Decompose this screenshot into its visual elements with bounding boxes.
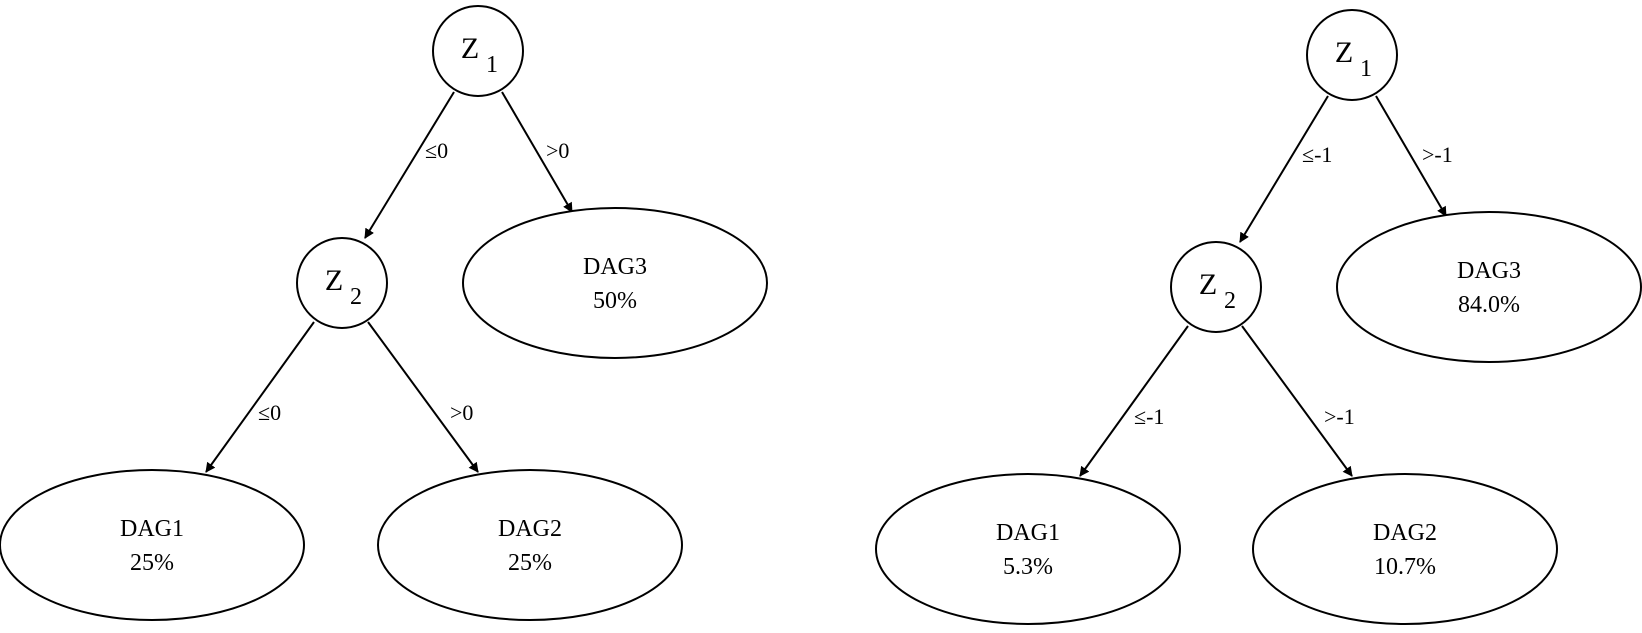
leaf-dag2: DAG2 25%: [377, 469, 683, 621]
edge-label: ≤0: [258, 400, 281, 425]
svg-text:Z: Z: [325, 264, 343, 297]
svg-text:5.3%: 5.3%: [1003, 554, 1053, 580]
edge-z1-z2: [1239, 95, 1329, 243]
svg-text:1: 1: [1360, 56, 1372, 82]
leaf-dag3: DAG3 50%: [462, 207, 768, 359]
tree-left: Z 1 ≤0 >0 Z 2 DAG3 50% ≤0 >0 DAG1 25% DA…: [0, 5, 768, 621]
svg-text:DAG3: DAG3: [1457, 258, 1521, 284]
svg-text:10.7%: 10.7%: [1374, 554, 1436, 580]
svg-text:DAG1: DAG1: [996, 520, 1060, 546]
edge-label: >-1: [1324, 404, 1355, 429]
leaf-dag1: DAG1 25%: [0, 469, 305, 621]
edge-label: >0: [546, 138, 569, 163]
svg-text:DAG1: DAG1: [120, 516, 184, 542]
node-z2: Z 2: [296, 237, 388, 329]
svg-text:84.0%: 84.0%: [1458, 292, 1520, 318]
edge-z1-z2: [364, 91, 455, 239]
edge-label: >0: [450, 400, 473, 425]
edge-z1-dag3: [1375, 95, 1447, 217]
edge-z2-dag2: [367, 321, 479, 473]
svg-text:2: 2: [350, 284, 362, 310]
svg-text:1: 1: [486, 52, 498, 78]
svg-text:Z: Z: [1335, 36, 1353, 69]
node-z2: Z 2: [1170, 241, 1262, 333]
leaf-dag1: DAG1 5.3%: [875, 473, 1181, 625]
leaf-dag3: DAG3 84.0%: [1336, 211, 1642, 363]
svg-text:DAG3: DAG3: [583, 254, 647, 280]
edge-label: ≤-1: [1302, 142, 1332, 167]
edge-z1-dag3: [501, 91, 573, 213]
edge-label: ≤0: [425, 138, 448, 163]
svg-text:25%: 25%: [508, 550, 552, 576]
leaf-dag2: DAG2 10.7%: [1252, 473, 1558, 625]
svg-text:50%: 50%: [593, 288, 637, 314]
edge-z2-dag2: [1241, 325, 1353, 477]
svg-text:Z: Z: [461, 32, 479, 65]
svg-text:25%: 25%: [130, 550, 174, 576]
tree-right: Z 1 ≤-1 >-1 Z 2 DAG3 84.0% ≤-1 >-1 DAG1 …: [875, 9, 1642, 625]
edge-label: >-1: [1422, 142, 1453, 167]
svg-text:2: 2: [1224, 288, 1236, 314]
edge-label: ≤-1: [1134, 404, 1164, 429]
node-z1: Z 1: [432, 5, 524, 97]
svg-text:DAG2: DAG2: [498, 516, 562, 542]
edge-z2-dag1: [205, 321, 315, 473]
svg-text:Z: Z: [1199, 268, 1217, 301]
edge-z2-dag1: [1079, 325, 1189, 477]
svg-text:DAG2: DAG2: [1373, 520, 1437, 546]
node-z1: Z 1: [1306, 9, 1398, 101]
